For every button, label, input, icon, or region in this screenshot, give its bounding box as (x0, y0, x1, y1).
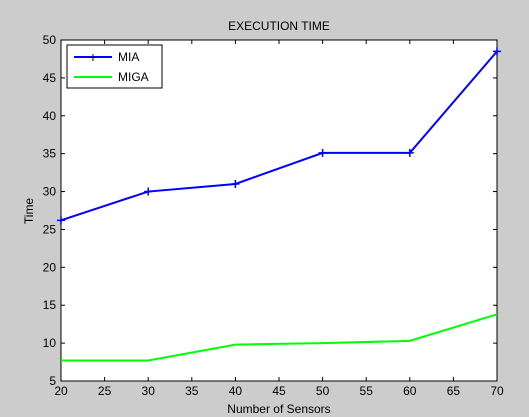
legend-marker-mia: + (89, 49, 97, 65)
data-point-mia (405, 148, 414, 157)
y-tick-label: 20 (43, 260, 57, 274)
x-axis-ticks: 20 25 30 35 40 45 50 55 60 65 70 (54, 40, 504, 398)
x-tick-label: 50 (316, 384, 330, 398)
x-tick-label: 65 (447, 384, 461, 398)
legend-label-miga: MIGA (118, 70, 149, 84)
x-tick-label: 35 (185, 384, 199, 398)
y-tick-label: 45 (43, 71, 57, 85)
x-tick-label: 45 (272, 384, 286, 398)
series-layer (57, 47, 501, 362)
plot-area (60, 39, 498, 382)
y-tick-label: 25 (43, 222, 57, 236)
y-tick-label: 35 (43, 147, 57, 161)
legend-box (66, 44, 163, 89)
x-tick-label: 20 (54, 384, 68, 398)
data-point-mia (57, 216, 65, 225)
data-point-mia (493, 47, 501, 56)
x-tick-label: 55 (360, 384, 374, 398)
data-point-mia (144, 187, 153, 196)
x-tick-label: 30 (142, 384, 156, 398)
legend-label-mia: MIA (118, 50, 139, 64)
y-axis-label: Time (22, 198, 36, 225)
chart-title: EXECUTION TIME (228, 19, 330, 33)
series-line-miga (61, 313, 498, 362)
data-point-mia (231, 179, 240, 188)
y-tick-label: 30 (43, 185, 57, 199)
x-tick-label: 25 (98, 384, 112, 398)
y-tick-label: 40 (43, 109, 57, 123)
y-tick-label: 5 (49, 374, 56, 388)
series-line-mia (60, 50, 498, 222)
y-tick-label: 15 (43, 298, 57, 312)
y-axis-ticks: 5 10 15 20 25 30 35 40 45 50 (43, 33, 497, 388)
x-tick-label: 40 (229, 384, 243, 398)
data-point-mia (318, 148, 327, 157)
legend: + MIA MIGA (66, 44, 163, 89)
y-tick-label: 50 (43, 33, 57, 47)
x-tick-label: 60 (403, 384, 417, 398)
y-tick-label: 10 (43, 336, 57, 350)
x-tick-label: 70 (490, 384, 504, 398)
x-axis-label: Number of Sensors (227, 402, 330, 416)
